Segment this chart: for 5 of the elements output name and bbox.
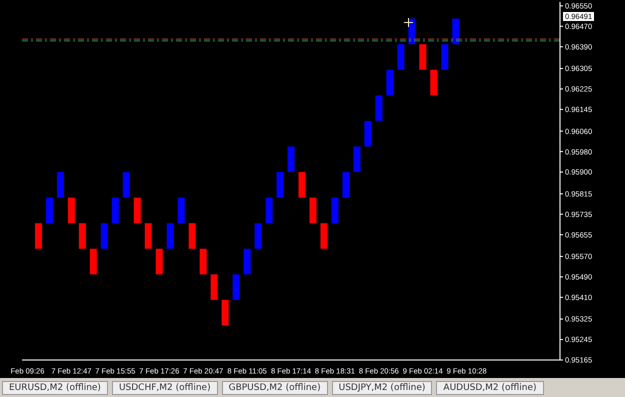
text: AUDUSD,M2 (offline) (436, 380, 544, 394)
text: USDJPY,M2 (offline) (332, 380, 432, 394)
text: EURUSD,M2 (offline) (2, 380, 108, 394)
text: GBPUSD,M2 (offline) (222, 380, 328, 394)
text: USDCHF,M2 (offline) (112, 380, 218, 394)
